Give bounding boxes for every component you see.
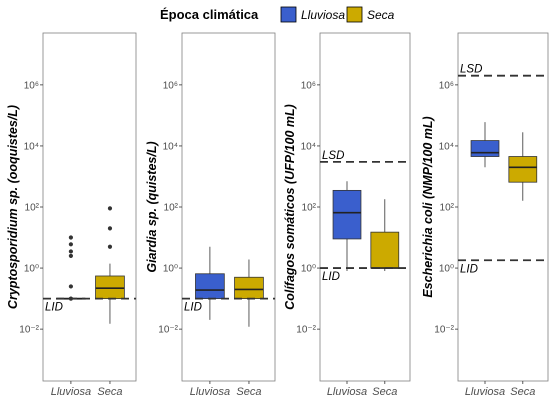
legend-swatch-seca <box>346 6 363 23</box>
y-axis-label: Giardia sp. (quistes/L) <box>145 141 159 272</box>
box-iqr <box>370 231 400 269</box>
x-tick-label: Seca <box>236 386 261 398</box>
x-tick-label: Lluviosa <box>327 386 367 398</box>
legend-swatch-lluviosa <box>280 6 297 23</box>
x-tick-label: Seca <box>97 386 122 398</box>
outlier-point <box>68 242 73 247</box>
box-lluviosa <box>470 122 500 168</box>
box-seca <box>370 199 400 272</box>
y-tick-label: 10⁴ <box>439 141 454 152</box>
y-tick-label: 10² <box>302 203 317 214</box>
legend-label-seca: Seca <box>367 8 395 22</box>
x-tick-label: Seca <box>510 386 535 398</box>
ref-label-lid: LID <box>184 302 202 314</box>
y-tick-label: 10⁴ <box>163 141 178 152</box>
legend-title: Época climática <box>160 7 259 22</box>
outlier-point <box>68 284 73 289</box>
panel-frame <box>457 32 549 382</box>
box-iqr <box>234 276 264 299</box>
y-axis-label: Escherichia coli (NMP/100 mL) <box>421 116 435 297</box>
outlier-point <box>107 206 113 211</box>
outlier-point <box>107 226 113 231</box>
ref-label-lid: LID <box>322 271 340 283</box>
y-tick-label: 10⁶ <box>439 80 454 91</box>
y-tick-label: 10⁻² <box>296 325 316 336</box>
y-axis-label: Colífagos somáticos (UFP/100 mL) <box>283 104 297 310</box>
panel-3: 10⁶ 10⁴ 10² 10⁰ 10⁻² Colífagos somáticos (UFP… <box>283 32 411 398</box>
ref-label-lsd: LSD <box>460 64 482 76</box>
box-seca <box>508 132 538 201</box>
ref-label-lid: LID <box>460 263 478 275</box>
box-iqr <box>332 189 362 240</box>
outlier-point <box>107 244 113 249</box>
panel-2: 10⁶ 10⁴ 10² 10⁰ 10⁻² Giardia sp. (quistes/L) L… <box>145 32 276 398</box>
panel-1: 10⁶ 10⁴ 10² 10⁰ 10⁻² Cryptosporidium sp. (ooq… <box>6 32 137 398</box>
y-axis-label: Cryptosporidium sp. (ooquistes/L) <box>6 105 20 309</box>
ref-label-lid: LID <box>45 302 63 314</box>
y-tick-label: 10⁴ <box>301 141 316 152</box>
y-tick-label: 10⁰ <box>24 264 39 275</box>
panel-4: 10⁶ 10⁴ 10² 10⁰ 10⁻² Escherichia coli (NMP/10… <box>421 32 549 398</box>
legend-label-lluviosa: Lluviosa <box>301 8 345 22</box>
box-iqr <box>508 156 538 183</box>
panel-frame <box>42 32 137 382</box>
x-tick-label: Lluviosa <box>465 386 505 398</box>
ref-label-lsd: LSD <box>322 150 344 162</box>
y-tick-label: 10⁰ <box>301 264 316 275</box>
y-tick-label: 10² <box>164 203 179 214</box>
box-iqr <box>195 273 225 299</box>
y-tick-label: 10² <box>440 203 455 214</box>
outlier-point <box>68 235 73 240</box>
x-tick-label: Seca <box>372 386 397 398</box>
box-lluviosa <box>195 246 225 320</box>
y-tick-label: 10⁻² <box>19 325 39 336</box>
legend: Época climática Lluviosa Seca <box>160 6 395 23</box>
y-tick-label: 10⁶ <box>163 80 178 91</box>
box-lluviosa <box>332 181 362 272</box>
y-tick-label: 10² <box>25 203 40 214</box>
outlier-point <box>68 253 73 259</box>
x-tick-label: Lluviosa <box>51 386 91 398</box>
box-iqr <box>470 140 500 157</box>
box-iqr <box>95 275 125 299</box>
y-tick-label: 10⁶ <box>24 80 39 91</box>
y-tick-label: 10⁶ <box>301 80 316 91</box>
y-tick-label: 10⁻² <box>158 325 178 336</box>
x-tick-label: Lluviosa <box>190 386 230 398</box>
y-tick-label: 10⁰ <box>439 264 454 275</box>
y-tick-label: 10⁰ <box>163 264 178 275</box>
outlier-point <box>68 249 73 254</box>
y-tick-label: 10⁻² <box>434 325 454 336</box>
y-tick-label: 10⁴ <box>24 141 39 152</box>
panel-frame <box>181 32 276 382</box>
panels: 10⁶ 10⁴ 10² 10⁰ 10⁻² Cryptosporidium sp. (ooq… <box>6 32 549 398</box>
